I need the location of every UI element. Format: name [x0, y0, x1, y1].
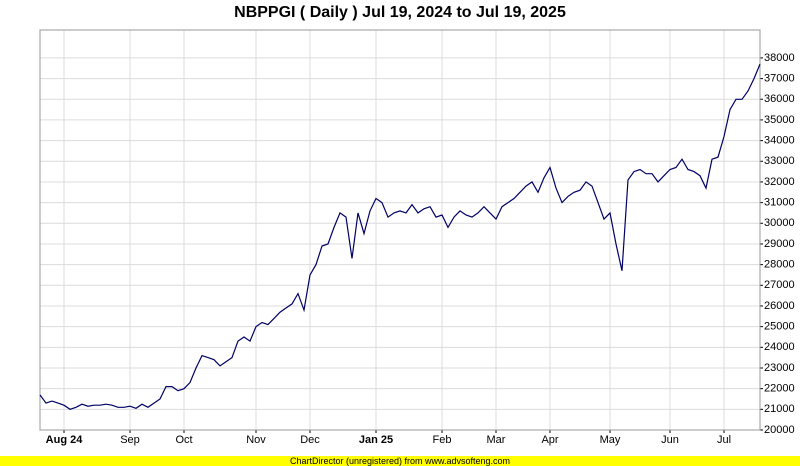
y-tick-label: 21000 — [764, 403, 795, 415]
x-tick-label: Dec — [300, 434, 320, 446]
y-tick-label: 28000 — [764, 259, 795, 271]
footer-bar — [0, 456, 800, 466]
y-tick-label: 31000 — [764, 197, 795, 209]
chart-title: NBPPGI ( Daily ) Jul 19, 2024 to Jul 19,… — [234, 4, 566, 21]
x-tick-label: Nov — [246, 434, 266, 446]
y-tick-label: 25000 — [764, 321, 795, 333]
x-tick-label: Mar — [487, 434, 506, 446]
y-tick-label: 29000 — [764, 238, 795, 250]
y-tick-label: 26000 — [764, 300, 795, 312]
y-tick-label: 22000 — [764, 383, 795, 395]
x-tick-label: Apr — [541, 434, 558, 446]
y-tick-label: 33000 — [764, 155, 795, 167]
y-tick-label: 20000 — [764, 424, 795, 436]
x-tick-label: Jan 25 — [359, 434, 393, 446]
x-tick-label: Jun — [661, 434, 679, 446]
footer: ChartDirector (unregistered) from www.ad… — [290, 456, 510, 466]
x-tick-label: Sep — [120, 434, 140, 446]
y-tick-label: 34000 — [764, 135, 795, 147]
y-tick-label: 37000 — [764, 72, 795, 84]
x-tick-label: Feb — [433, 434, 452, 446]
x-tick-label: Aug 24 — [46, 434, 84, 446]
x-tick-label: Jul — [717, 434, 731, 446]
plot-area — [40, 30, 760, 430]
x-tick-label: May — [600, 434, 621, 446]
y-tick-label: 24000 — [764, 341, 795, 353]
plot-border — [39, 29, 761, 431]
x-tick-label: Oct — [175, 434, 192, 446]
y-tick-label: 36000 — [764, 93, 795, 105]
y-tick-label: 38000 — [764, 52, 795, 64]
y-tick-label: 23000 — [764, 362, 795, 374]
price-line — [39, 63, 761, 410]
y-tick-label: 35000 — [764, 114, 795, 126]
y-tick-label: 30000 — [764, 217, 795, 229]
y-tick-label: 32000 — [764, 176, 795, 188]
y-tick-label: 27000 — [764, 279, 795, 291]
